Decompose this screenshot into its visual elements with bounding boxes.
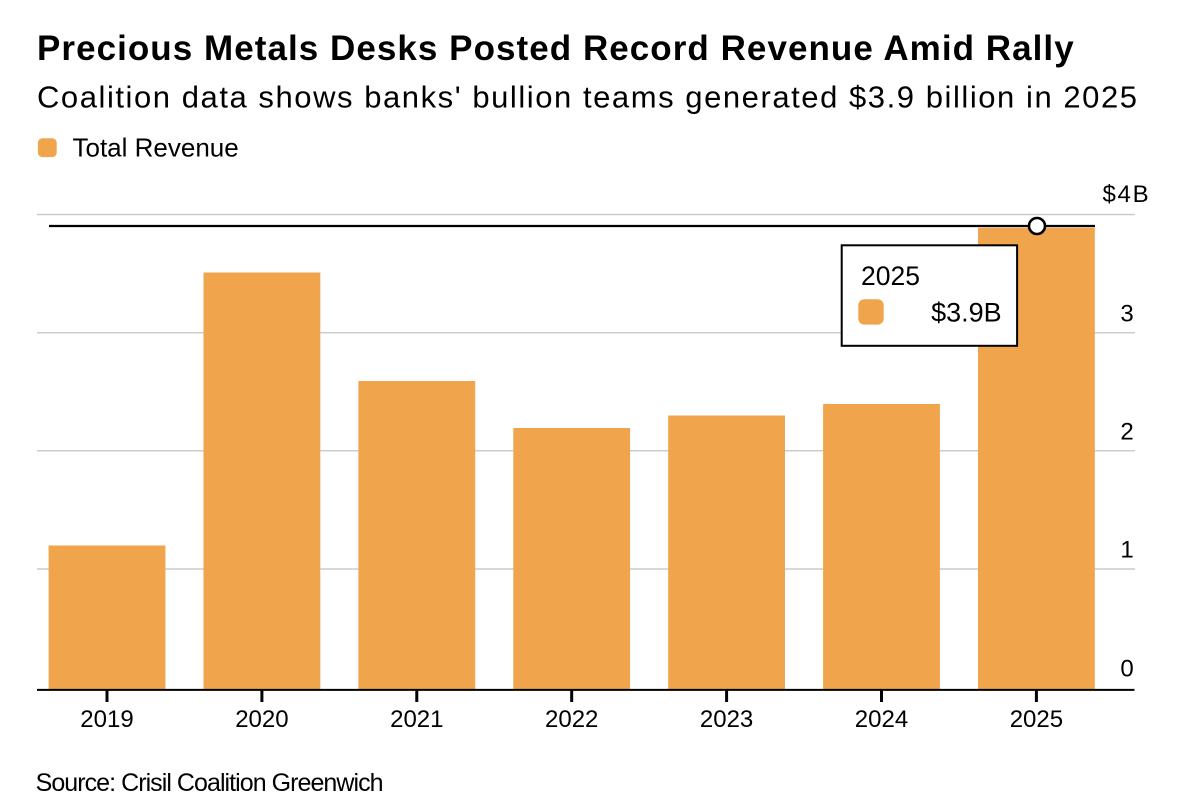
svg-text:0: 0 xyxy=(1120,656,1133,683)
svg-text:2022: 2022 xyxy=(545,706,598,733)
svg-text:3: 3 xyxy=(1120,300,1133,327)
svg-text:Coalition data shows banks' bu: Coalition data shows banks' bullion team… xyxy=(37,80,1139,115)
svg-text:Source: Crisil Coalition Green: Source: Crisil Coalition Greenwich xyxy=(36,769,383,797)
svg-text:$4B: $4B xyxy=(1102,181,1150,208)
svg-text:2021: 2021 xyxy=(390,706,443,733)
svg-text:Precious Metals Desks Posted R: Precious Metals Desks Posted Record Reve… xyxy=(37,29,1075,68)
svg-text:2025: 2025 xyxy=(861,261,920,291)
svg-text:2: 2 xyxy=(1120,419,1133,446)
svg-text:2024: 2024 xyxy=(855,706,908,733)
svg-text:1: 1 xyxy=(1120,537,1133,564)
svg-text:Total Revenue: Total Revenue xyxy=(73,133,239,163)
svg-text:2019: 2019 xyxy=(80,706,133,733)
svg-text:2025: 2025 xyxy=(1010,706,1063,733)
svg-text:$3.9B: $3.9B xyxy=(931,298,1002,328)
svg-text:2020: 2020 xyxy=(235,706,288,733)
svg-text:2023: 2023 xyxy=(700,706,753,733)
